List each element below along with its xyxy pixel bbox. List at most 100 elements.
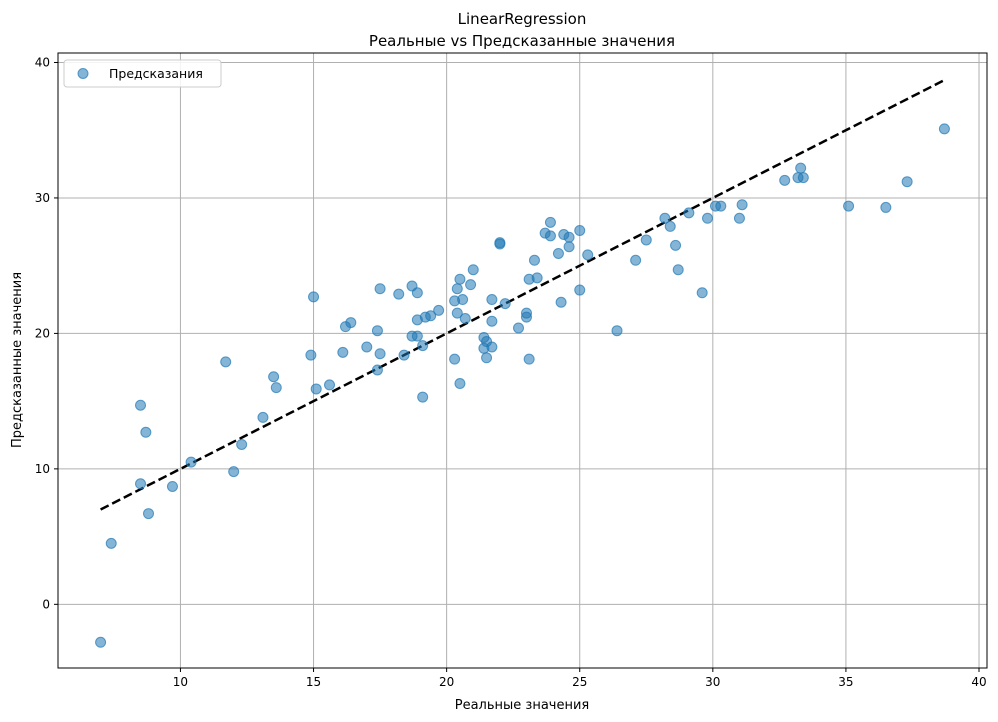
- x-tick-label: 30: [705, 675, 720, 689]
- scatter-point: [670, 239, 682, 251]
- scatter-point: [544, 216, 556, 228]
- reference-line-layer: [100, 78, 945, 511]
- x-tick-label: 10: [173, 675, 188, 689]
- legend: Предсказания: [63, 59, 222, 88]
- y-tick-label: 0: [42, 597, 50, 611]
- scatter-point: [582, 249, 594, 261]
- scatter-point: [257, 411, 269, 423]
- scatter-point: [499, 298, 511, 310]
- scatter-point: [494, 238, 506, 250]
- scatter-point: [361, 341, 373, 353]
- scatter-point: [574, 224, 586, 236]
- y-axis-ticks: 0 10 20 30 40: [35, 55, 58, 611]
- y-tick-label: 30: [35, 191, 50, 205]
- scatter-point: [220, 356, 232, 368]
- x-tick-label: 15: [306, 675, 321, 689]
- scatter-point: [166, 480, 178, 492]
- scatter-point: [135, 399, 147, 411]
- scatter-point: [398, 349, 410, 361]
- x-tick-label: 35: [838, 675, 853, 689]
- scatter-point: [374, 348, 386, 360]
- scatter-point: [305, 349, 317, 361]
- scatter-point: [779, 174, 791, 186]
- scatter-point: [105, 537, 117, 549]
- scatter-point: [454, 273, 466, 285]
- scatter-point: [528, 254, 540, 266]
- scatter-point: [236, 438, 248, 450]
- scatter-point: [345, 317, 357, 329]
- scatter-point: [135, 478, 147, 490]
- y-axis-label: Предсказанные значения: [10, 272, 25, 448]
- scatter-point: [523, 353, 535, 365]
- scatter-point: [486, 315, 498, 327]
- scatter-point: [736, 199, 748, 211]
- scatter-point: [555, 296, 567, 308]
- reference-line: [100, 78, 945, 511]
- scatter-point: [797, 172, 809, 184]
- scatter-point: [371, 325, 383, 337]
- scatter-point: [337, 346, 349, 358]
- scatter-point: [880, 201, 892, 213]
- scatter-point: [417, 340, 429, 352]
- scatter-point: [901, 176, 913, 188]
- scatter-point: [459, 313, 471, 325]
- scatter-point: [417, 391, 429, 403]
- scatter-point: [374, 283, 386, 295]
- scatter-point: [185, 456, 197, 468]
- x-axis-ticks: 10 15 20 25 30 35 40: [173, 668, 987, 689]
- scatter-point: [270, 382, 282, 394]
- scatter-point: [425, 310, 437, 322]
- scatter-point: [938, 123, 950, 135]
- scatter-point: [795, 162, 807, 174]
- scatter-point: [683, 207, 695, 219]
- chart-subtitle: Реальные vs Предсказанные значения: [369, 32, 675, 50]
- scatter-point: [449, 353, 461, 365]
- scatter-point: [143, 508, 155, 520]
- scatter-point: [544, 230, 556, 242]
- scatter-point: [611, 325, 623, 337]
- scatter-point: [451, 283, 463, 295]
- scatter-point: [843, 200, 855, 212]
- scatter-point: [454, 378, 466, 390]
- legend-label: Предсказания: [109, 66, 203, 81]
- scatter-point: [640, 234, 652, 246]
- y-tick-label: 10: [35, 462, 50, 476]
- scatter-point: [486, 294, 498, 306]
- scatter-point: [513, 322, 525, 334]
- scatter-point: [481, 352, 493, 364]
- x-tick-label: 40: [971, 675, 986, 689]
- scatter-point: [702, 212, 714, 224]
- y-tick-label: 40: [35, 55, 50, 69]
- scatter-point: [552, 247, 564, 259]
- scatter-point: [228, 466, 240, 478]
- scatter-point: [140, 426, 152, 438]
- legend-marker: [77, 68, 89, 79]
- scatter-point: [520, 307, 532, 319]
- scatter-point: [563, 241, 575, 253]
- scatter-point: [467, 264, 479, 276]
- scatter-point: [457, 294, 469, 306]
- scatter-point: [324, 379, 336, 391]
- scatter-point: [393, 288, 405, 300]
- scatter-point: [563, 231, 575, 243]
- x-tick-label: 25: [572, 675, 587, 689]
- scatter-point: [268, 371, 280, 383]
- scatter-point: [411, 287, 423, 299]
- scatter-point: [451, 307, 463, 319]
- scatter-point: [733, 212, 745, 224]
- x-tick-label: 20: [439, 675, 454, 689]
- legend-box: [63, 59, 222, 88]
- x-axis-label: Реальные значения: [455, 698, 590, 713]
- scatter-point: [371, 364, 383, 376]
- scatter-point: [95, 636, 107, 648]
- scatter-point: [664, 220, 676, 232]
- y-tick-label: 20: [35, 326, 50, 340]
- scatter-point: [411, 330, 423, 342]
- scatter-points: [95, 123, 950, 648]
- scatter-point: [531, 272, 543, 284]
- scatter-point: [659, 212, 671, 224]
- scatter-point: [630, 254, 642, 266]
- scatter-point: [574, 284, 586, 296]
